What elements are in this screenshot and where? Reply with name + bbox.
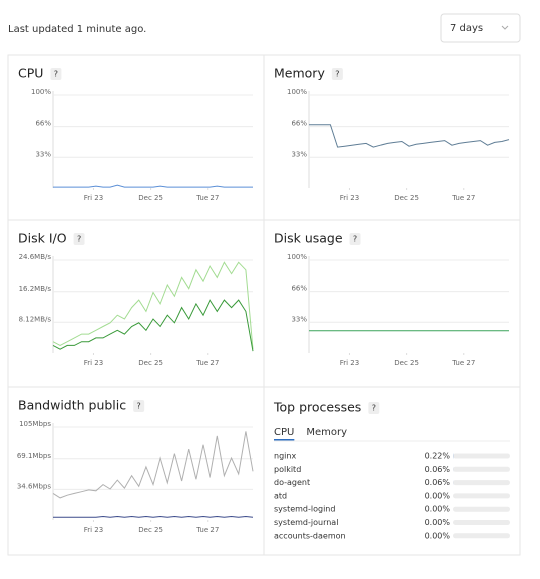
bar-track	[453, 520, 510, 525]
process-value: 0.22%	[425, 452, 451, 461]
x-tick-label: Dec 25	[394, 194, 419, 202]
x-tick-label: Dec 25	[138, 359, 163, 367]
help-icon: ?	[353, 235, 357, 244]
process-value: 0.06%	[425, 465, 451, 474]
help-badge[interactable]	[349, 233, 361, 245]
process-name: systemd-journal	[274, 518, 338, 527]
y-tick-label: 34.6Mbps	[17, 482, 52, 490]
x-tick-label: Fri 23	[84, 194, 103, 202]
range-label[interactable]: 7 days	[450, 23, 483, 34]
process-name: atd	[274, 491, 287, 500]
range-dropdown[interactable]	[440, 13, 521, 43]
x-tick-label: Dec 25	[394, 359, 419, 367]
x-tick-label: Tue 27	[195, 526, 219, 534]
panel-title: Disk I/O	[18, 231, 67, 246]
process-value: 0.00%	[425, 518, 451, 527]
y-tick-label: 105Mbps	[19, 420, 51, 428]
series-line	[52, 261, 254, 350]
panel-title: Bandwidth public	[18, 398, 126, 413]
panel-title: CPU	[18, 66, 43, 81]
x-tick-label: Fri 23	[340, 194, 359, 202]
process-name: accounts-daemon	[274, 531, 346, 540]
bar-track	[453, 480, 510, 486]
process-value: 0.06%	[425, 478, 451, 487]
y-tick-label: 8.12MB/s	[19, 315, 52, 323]
y-tick-label: 100%	[31, 88, 51, 96]
series-line	[52, 299, 254, 352]
tab[interactable]: CPU	[274, 427, 294, 438]
y-tick-label: 16.2MB/s	[19, 285, 52, 293]
process-name: do-agent	[274, 478, 310, 487]
series-line	[309, 124, 510, 148]
bar-track	[453, 493, 510, 499]
x-tick-label: Tue 27	[451, 359, 475, 367]
y-tick-label: 69.1Mbps	[17, 452, 52, 460]
tab[interactable]: Memory	[306, 427, 347, 438]
help-badge[interactable]	[133, 400, 145, 412]
y-tick-label: 66%	[291, 120, 307, 128]
help-badge[interactable]	[331, 68, 343, 80]
x-tick-label: Fri 23	[84, 526, 103, 534]
bar-track	[453, 466, 510, 472]
help-badge[interactable]	[50, 68, 62, 80]
x-tick-label: Fri 23	[340, 359, 359, 367]
panel-title: Disk usage	[274, 231, 343, 246]
process-name: nginx	[274, 452, 296, 461]
y-tick-label: 33%	[291, 150, 307, 158]
panel-title: Memory	[274, 66, 325, 81]
process-value: 0.00%	[425, 491, 451, 500]
bar-track	[453, 506, 510, 512]
help-badge[interactable]	[368, 402, 380, 414]
process-name: polkitd	[274, 465, 301, 474]
y-tick-label: 66%	[291, 285, 307, 293]
y-tick-label: 33%	[291, 315, 307, 323]
help-icon: ?	[335, 70, 339, 79]
x-tick-label: Tue 27	[195, 359, 219, 367]
process-name: systemd-logind	[274, 505, 335, 514]
series-line	[53, 184, 253, 188]
help-icon: ?	[137, 402, 141, 411]
bar-track	[453, 533, 510, 539]
x-tick-label: Dec 25	[138, 194, 163, 202]
panel-title: Top processes	[273, 400, 361, 415]
series-line	[52, 431, 254, 499]
x-tick-label: Tue 27	[195, 194, 219, 202]
help-icon: ?	[372, 404, 376, 413]
y-tick-label: 66%	[35, 120, 51, 128]
process-value: 0.00%	[425, 505, 451, 514]
status-text: Last updated 1 minute ago.	[8, 24, 146, 35]
process-value: 0.00%	[425, 531, 451, 540]
help-icon: ?	[77, 235, 81, 244]
help-icon: ?	[54, 70, 58, 79]
help-badge[interactable]	[73, 233, 85, 245]
y-tick-label: 100%	[287, 253, 307, 261]
series-line	[53, 515, 254, 518]
bar-track	[453, 453, 510, 459]
x-tick-label: Tue 27	[451, 194, 475, 202]
y-tick-label: 100%	[287, 88, 307, 96]
dropdown-caret	[501, 25, 509, 30]
y-tick-label: 24.6MB/s	[19, 253, 52, 261]
x-tick-label: Dec 25	[138, 526, 163, 534]
y-tick-label: 33%	[35, 150, 51, 158]
x-tick-label: Fri 23	[84, 359, 103, 367]
